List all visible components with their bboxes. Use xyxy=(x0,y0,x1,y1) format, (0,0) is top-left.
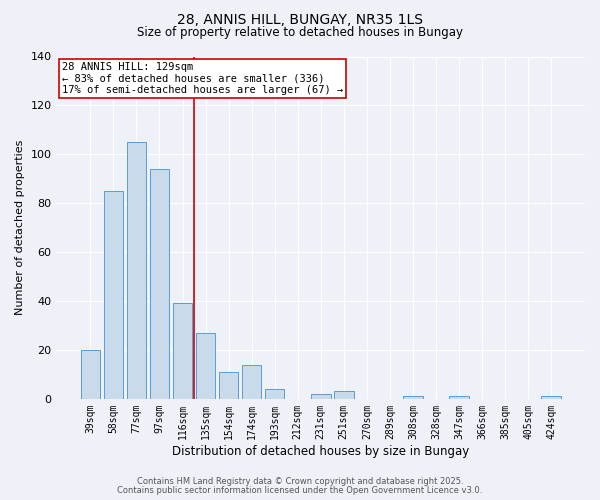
Text: 28 ANNIS HILL: 129sqm
← 83% of detached houses are smaller (336)
17% of semi-det: 28 ANNIS HILL: 129sqm ← 83% of detached … xyxy=(62,62,343,95)
Bar xyxy=(219,372,238,399)
Bar xyxy=(127,142,146,399)
Bar xyxy=(449,396,469,399)
Text: Contains public sector information licensed under the Open Government Licence v3: Contains public sector information licen… xyxy=(118,486,482,495)
Text: 28, ANNIS HILL, BUNGAY, NR35 1LS: 28, ANNIS HILL, BUNGAY, NR35 1LS xyxy=(177,12,423,26)
Bar xyxy=(242,364,262,399)
Bar xyxy=(403,396,423,399)
Bar xyxy=(173,304,193,399)
Text: Size of property relative to detached houses in Bungay: Size of property relative to detached ho… xyxy=(137,26,463,39)
Bar xyxy=(80,350,100,399)
Bar xyxy=(334,392,353,399)
X-axis label: Distribution of detached houses by size in Bungay: Distribution of detached houses by size … xyxy=(172,444,469,458)
Y-axis label: Number of detached properties: Number of detached properties xyxy=(15,140,25,316)
Bar xyxy=(541,396,561,399)
Bar xyxy=(196,333,215,399)
Bar xyxy=(149,169,169,399)
Bar xyxy=(311,394,331,399)
Bar xyxy=(265,389,284,399)
Bar xyxy=(104,191,123,399)
Text: Contains HM Land Registry data © Crown copyright and database right 2025.: Contains HM Land Registry data © Crown c… xyxy=(137,477,463,486)
